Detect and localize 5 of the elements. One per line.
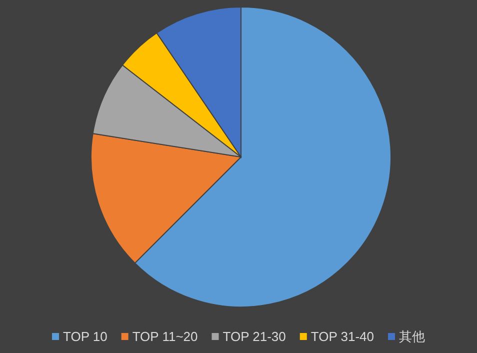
legend-label: TOP 10 bbox=[63, 329, 108, 344]
legend-label: TOP 11~20 bbox=[132, 329, 198, 344]
legend-label: TOP 21-30 bbox=[222, 329, 286, 344]
legend-label: 其他 bbox=[399, 329, 425, 344]
legend-label: TOP 31-40 bbox=[310, 329, 374, 344]
